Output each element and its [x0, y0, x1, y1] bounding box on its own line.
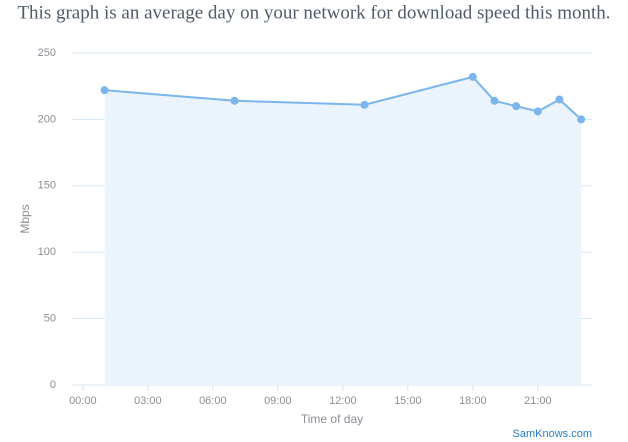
point — [100, 86, 109, 95]
point — [230, 96, 239, 105]
x-tick-label: 03:00 — [134, 395, 162, 407]
x-tick-label: 12:00 — [329, 395, 357, 407]
x-tick-label: 09:00 — [264, 395, 292, 407]
x-tick-label: 21:00 — [524, 395, 552, 407]
chart-title: This graph is an average day on your net… — [17, 2, 610, 23]
point — [490, 96, 499, 105]
point — [577, 115, 586, 124]
y-tick-label: 150 — [38, 180, 56, 192]
x-tick-label: 00:00 — [69, 395, 97, 407]
x-tick-label: 15:00 — [394, 395, 422, 407]
point — [468, 72, 477, 81]
y-axis-title: Mbps — [18, 204, 32, 233]
y-tick-label: 200 — [38, 113, 56, 125]
y-tick-label: 250 — [38, 47, 56, 59]
y-tick-label: 50 — [44, 313, 56, 325]
point — [360, 100, 369, 109]
x-tick-label: 18:00 — [459, 395, 487, 407]
x-axis-title: Time of day — [301, 412, 363, 426]
area — [104, 76, 582, 386]
credit-link[interactable]: SamKnows.com — [513, 428, 592, 440]
y-tick-label: 0 — [50, 379, 56, 391]
point — [555, 95, 564, 104]
y-tick-label: 100 — [38, 246, 56, 258]
x-tick-label: 06:00 — [199, 395, 227, 407]
point — [512, 102, 521, 111]
point — [533, 107, 542, 116]
